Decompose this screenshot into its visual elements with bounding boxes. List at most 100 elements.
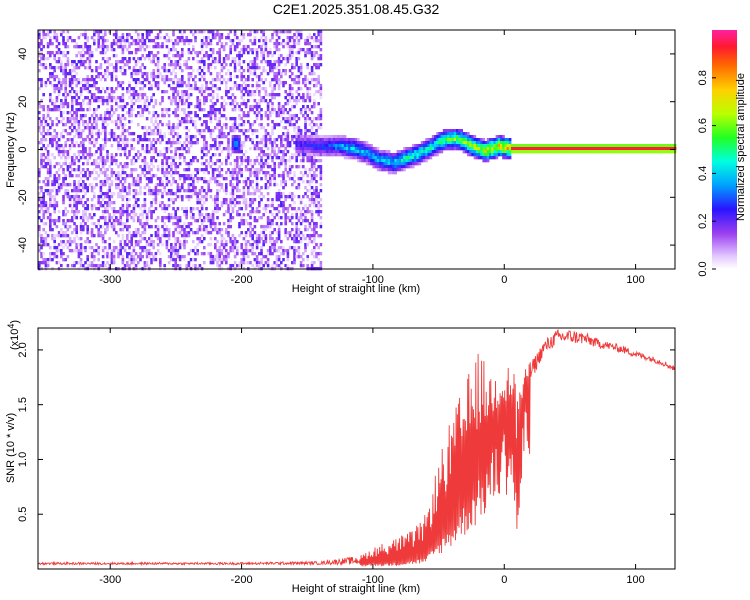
spectrogram-cell-1537 [128,96,131,100]
spectrogram-cell-3585 [253,168,257,172]
spectrogram-cell-4018 [280,42,283,46]
spectrogram-cell-1626 [132,219,136,223]
spectrogram-cell-343 [57,108,61,112]
spectrogram-cell-2925 [214,204,217,208]
spectrogram-cell-246 [51,204,54,208]
spectrogram-cell-1963 [154,54,158,58]
spectrogram-cell-3442 [244,198,248,202]
spectrogram-cell-4203 [291,63,294,67]
spectrogram-cell-3237 [233,108,237,112]
spectrogram-cell-516 [68,78,72,82]
spectrogram-cell-766 [82,168,85,172]
spectrogram-cell-3903 [273,63,276,67]
spectrogram-cell-2139 [165,177,169,181]
spectrogram-cell-3150 [229,63,232,67]
spectrogram-cell-171 [46,177,50,181]
spectrogram-cell-3930 [273,228,276,232]
spectrogram-cell-2753 [203,189,206,193]
spectrogram-cell-27 [38,198,41,202]
spectrogram-cell-2078 [161,183,164,187]
spectrogram-cell-1303 [115,39,118,43]
spectrogram-cell-3601 [255,48,259,52]
spectrogram-cell-432 [62,213,65,217]
spectrogram-cell-1220 [108,237,111,241]
spectrogram-cell-4415 [304,39,307,43]
spectrogram-cell-1542 [128,126,131,130]
spectrogram-cell-943 [93,126,96,130]
spectrogram-cell-3888 [271,219,274,223]
spectrogram-cell-2737 [203,102,206,106]
spectrogram-cell-1380 [119,120,122,124]
spectrogram-cell-3117 [227,33,230,37]
spectrogram-cell-1938 [152,105,155,109]
spectrogram-cell-3225 [233,48,237,52]
spectrogram-cell-1923 [150,240,153,244]
spectrogram-cell-4166 [288,57,292,61]
spectrogram-cell-2955 [216,168,219,172]
spectrogram-cell-3827 [269,69,272,73]
spectrogram-cell-462 [64,156,67,160]
spectrogram-cell-3405 [242,180,246,184]
spectrogram-cell-1051 [99,159,103,163]
spectrogram-cell-3698 [260,159,263,163]
spectrogram-cell-1754 [141,87,144,91]
spectrogram-cell-53 [40,120,43,124]
spectrogram-cell-4332 [297,153,301,157]
spectrogram-cell-3751 [264,42,268,46]
spectrogram-cell-337 [57,78,61,82]
spectrogram-cell-4188 [288,192,292,196]
spectrogram-cell-1440 [121,204,125,208]
spectrogram-cell-788 [84,60,87,64]
spectrogram-cell-2122 [165,69,169,73]
spectrogram-cell-3444 [244,204,248,208]
spectrogram-cell-3605 [255,63,259,67]
spectrogram-cell-15 [38,117,41,121]
spectrogram-cell-1387 [119,162,122,166]
spectrogram-cell-123 [44,84,48,88]
spectrogram-cell-3784 [264,240,268,244]
spectrogram-cell-2874 [211,90,215,94]
spectrogram-cell-1695 [137,174,140,178]
spectrogram-cell-2518 [187,162,191,166]
spectrogram-cell-625 [75,78,78,82]
spectrogram-cell-1785 [143,78,147,82]
spectrogram-cell-3097 [225,159,228,163]
spectrogram-cell-273 [53,165,56,169]
spectrogram-cell-1302 [115,36,118,40]
spectrogram-cell-230 [51,75,54,79]
spectrogram-cell-2952 [216,135,219,139]
spectrogram-cell-3205 [231,186,235,190]
spectrogram-cell-3143 [227,255,230,259]
spectrogram-cell-774 [82,210,85,214]
spectrogram-cell-1808 [143,207,147,211]
spectrogram-cell-229 [51,72,54,76]
spectrogram-cell-344 [57,120,61,124]
spectrogram-cell-3785 [264,255,268,259]
spectrogram-cell-4365 [299,141,303,145]
spectrogram-cell-2319 [176,81,180,85]
spectrogram-cell-2620 [194,246,197,250]
spectrogram-cell-1054 [99,180,103,184]
spectrogram-cell-2094 [163,78,166,82]
spectrogram-cell-4076 [282,201,285,205]
spectrogram-cell-1340 [117,81,120,85]
spectrogram-cell-3403 [242,153,246,157]
spectrogram-cell-3923 [273,171,276,175]
spectrogram-cell-615 [73,240,76,244]
spectrogram-cell-4902 [368,153,371,157]
spectrogram-cell-2312 [176,39,180,43]
spectrogram-cell-4678 [317,114,320,118]
spectrogram-cell-4019 [280,54,283,58]
spectrogram-cell-2018 [156,165,160,169]
spectrogram-cell-509 [66,240,70,244]
spectrogram-cell-1769 [141,213,144,217]
spectrogram-cell-1534 [128,81,131,85]
spectrogram-cell-623 [75,66,78,70]
spectrogram-cell-3795 [266,108,270,112]
spectrogram-cell-1908 [150,162,153,166]
spectrogram-cell-2993 [218,129,221,133]
spectrogram-cell-606 [73,198,76,202]
spectrogram-cell-678 [77,144,81,148]
spectrogram-cell-1198 [108,72,111,76]
spectrogram-cell-3410 [242,198,246,202]
